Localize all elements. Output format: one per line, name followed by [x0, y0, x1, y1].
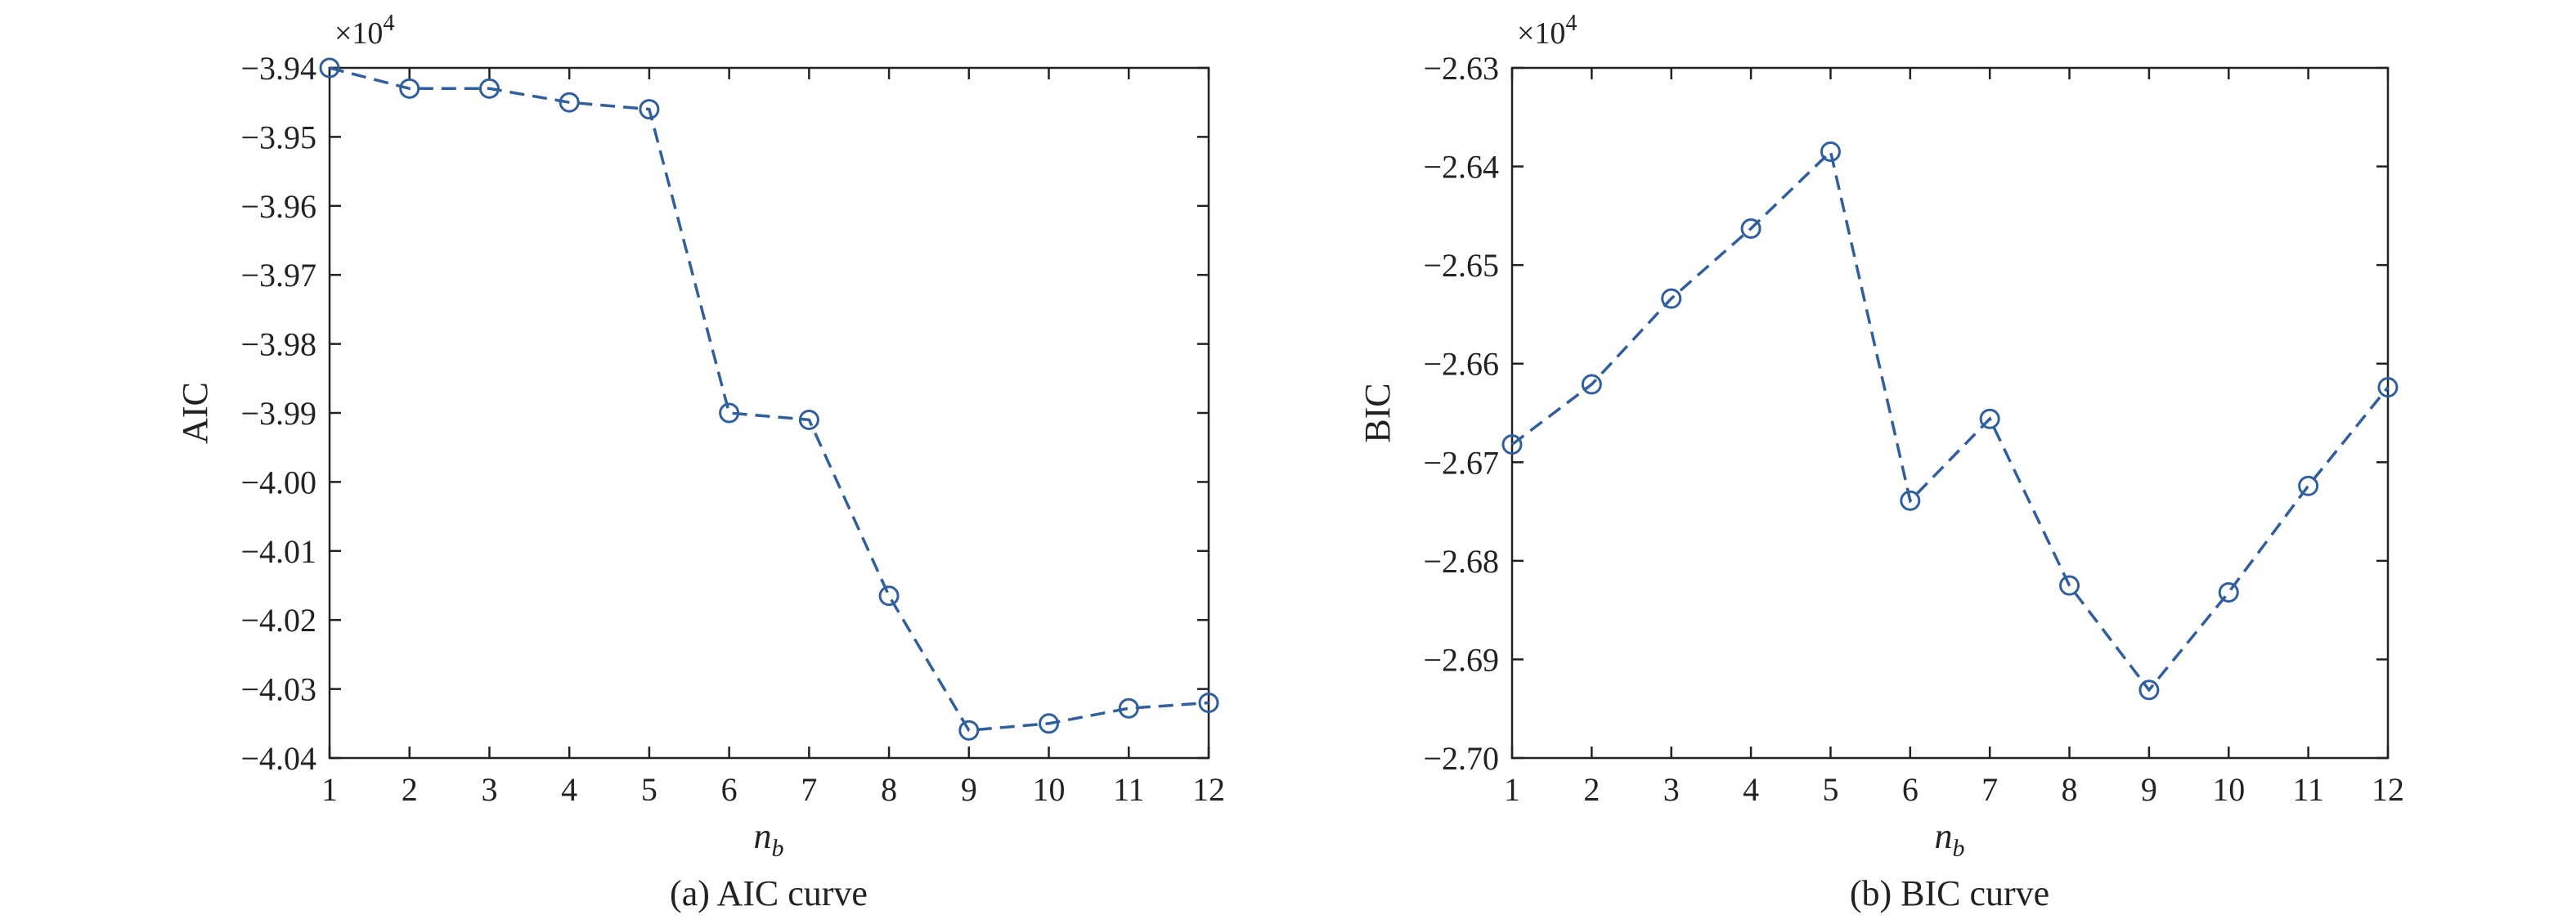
- y-tick-label: −2.67: [1423, 444, 1499, 481]
- y-tick-label: −3.98: [240, 326, 316, 363]
- x-tick-label: 10: [2212, 771, 2245, 808]
- series-line: [1510, 149, 2390, 693]
- series-line: [329, 66, 1209, 733]
- data-point: [478, 78, 500, 99]
- x-tick-label: 1: [1504, 771, 1520, 808]
- y-tick-label: −3.95: [240, 119, 316, 155]
- axis-multiplier-exponent: 4: [383, 11, 394, 36]
- data-point: [1039, 713, 1060, 734]
- plot-frame: [1510, 66, 2390, 760]
- data-point: [1820, 141, 1841, 162]
- data-point: [719, 402, 740, 424]
- x-tick-label: 10: [1033, 771, 1066, 808]
- panel-aic: −3.94 −3.95 −3.96 −3.97 −3.98 −3.99 −4.00 −4.01…: [175, 11, 1225, 913]
- x-tick-label: 6: [1902, 771, 1919, 808]
- plot-frame: [328, 66, 1210, 760]
- data-point: [1661, 288, 1682, 309]
- x-tick-label: 11: [1113, 771, 1145, 808]
- chart-caption: (a) AIC curve: [670, 873, 868, 913]
- panel-bic: −2.63 −2.64 −2.65 −2.66 −2.67 −2.68 −2.69 −2.70…: [1358, 11, 2404, 913]
- data-point: [2298, 475, 2319, 496]
- x-tick-label: 4: [1743, 771, 1759, 808]
- axis-multiplier: ×104: [334, 11, 394, 51]
- y-tick-label: −4.02: [240, 602, 316, 639]
- data-point: [1740, 218, 1761, 240]
- data-point: [1118, 697, 1139, 719]
- y-tick-label: −3.94: [240, 50, 316, 87]
- x-tick-label: 5: [641, 771, 657, 808]
- x-tick-label: 8: [881, 771, 897, 808]
- data-point: [958, 720, 980, 741]
- y-tick-label: −4.01: [240, 533, 316, 570]
- x-tick-label: 2: [402, 771, 418, 808]
- y-tick-label: −2.65: [1423, 247, 1499, 284]
- y-tick-label: −2.66: [1423, 346, 1499, 383]
- data-point: [878, 585, 900, 607]
- x-tick-label: 4: [561, 771, 577, 808]
- x-axis-label-main: n: [1935, 816, 1953, 856]
- x-tick-label: 12: [1192, 771, 1225, 808]
- axis-multiplier: ×104: [1517, 11, 1577, 51]
- data-point: [2059, 575, 2080, 596]
- x-tick-label: 5: [1822, 771, 1838, 808]
- x-axis-label-subscript: b: [772, 835, 784, 862]
- x-tick-label: 9: [961, 771, 977, 808]
- x-tick-label: 7: [801, 771, 817, 808]
- x-tick-label: 11: [2292, 771, 2324, 808]
- y-tick-label: −3.96: [240, 188, 316, 225]
- x-axis-label: nb: [1935, 816, 1965, 862]
- axis-multiplier-exponent: 4: [1565, 11, 1577, 36]
- y-tick-label: −2.63: [1423, 50, 1499, 87]
- data-point: [2138, 680, 2160, 701]
- data-point: [639, 99, 660, 120]
- data-point: [559, 92, 580, 113]
- chart-caption: (b) BIC curve: [1850, 873, 2049, 913]
- data-point: [1198, 692, 1219, 713]
- x-tick-label: 1: [321, 771, 338, 808]
- y-tick-label: −2.64: [1423, 149, 1499, 186]
- data-point: [1581, 374, 1602, 395]
- data-point: [798, 409, 819, 430]
- y-tick-label: −3.99: [240, 395, 316, 432]
- x-tick-label: 12: [2372, 771, 2404, 808]
- data-point: [399, 78, 420, 99]
- y-tick-label: −4.04: [240, 740, 316, 777]
- y-axis-label: BIC: [1358, 383, 1398, 442]
- y-tick-label: −4.00: [240, 464, 316, 500]
- axis-multiplier-base: ×10: [1517, 16, 1565, 51]
- x-tick-label: 2: [1583, 771, 1600, 808]
- data-point: [2218, 581, 2239, 603]
- axis-multiplier-base: ×10: [334, 16, 383, 51]
- x-tick-label: 7: [1981, 771, 1998, 808]
- data-point: [319, 57, 340, 78]
- x-axis-label: nb: [754, 816, 784, 862]
- x-tick-label: 3: [1663, 771, 1680, 808]
- y-tick-label: −4.03: [240, 671, 316, 708]
- x-axis-label-main: n: [754, 816, 772, 856]
- data-point: [2377, 377, 2399, 398]
- x-tick-label: 6: [721, 771, 738, 808]
- data-point: [1501, 434, 1523, 455]
- data-point: [1900, 490, 1921, 511]
- x-tick-label: 8: [2062, 771, 2078, 808]
- y-tick-label: −2.69: [1423, 641, 1499, 678]
- x-axis-label-subscript: b: [1953, 835, 1965, 862]
- y-tick-label: −2.70: [1423, 740, 1499, 777]
- y-tick-label: −3.97: [240, 257, 316, 294]
- y-axis-label: AIC: [175, 382, 215, 444]
- data-point: [1979, 408, 2000, 429]
- x-tick-label: 9: [2141, 771, 2157, 808]
- y-tick-label: −2.68: [1423, 543, 1499, 580]
- x-tick-label: 3: [481, 771, 497, 808]
